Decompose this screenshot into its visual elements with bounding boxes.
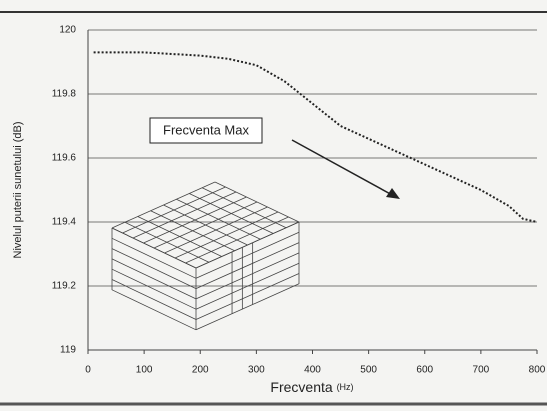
- y-tick-label: 119.2: [52, 281, 77, 292]
- y-tick-label: 120: [59, 25, 76, 36]
- y-tick-label: 119.8: [52, 89, 77, 100]
- x-tick-label: 0: [85, 365, 91, 376]
- y-axis-label: Nivelul puterii sunetului (dB): [12, 122, 24, 259]
- annotation: Frecventa Max: [163, 122, 249, 137]
- x-tick-label: 200: [192, 365, 209, 376]
- x-tick-label: 600: [416, 365, 433, 376]
- x-axis-label-name: Frecventa: [270, 379, 332, 395]
- x-axis-label-unit: (Hz): [337, 382, 354, 392]
- x-tick-label: 100: [136, 365, 153, 376]
- chart: Nivelul puterii sunetului (dB) Frecventa…: [0, 0, 547, 411]
- x-tick-label: 800: [529, 365, 546, 376]
- background: [0, 0, 547, 411]
- y-tick-label: 119: [60, 345, 76, 356]
- x-tick-label: 300: [248, 365, 265, 376]
- y-tick-label: 119.6: [52, 153, 77, 164]
- y-tick-label: 119.4: [52, 217, 77, 228]
- x-tick-label: 400: [304, 365, 321, 376]
- x-tick-label: 700: [473, 365, 490, 376]
- x-tick-label: 500: [360, 365, 377, 376]
